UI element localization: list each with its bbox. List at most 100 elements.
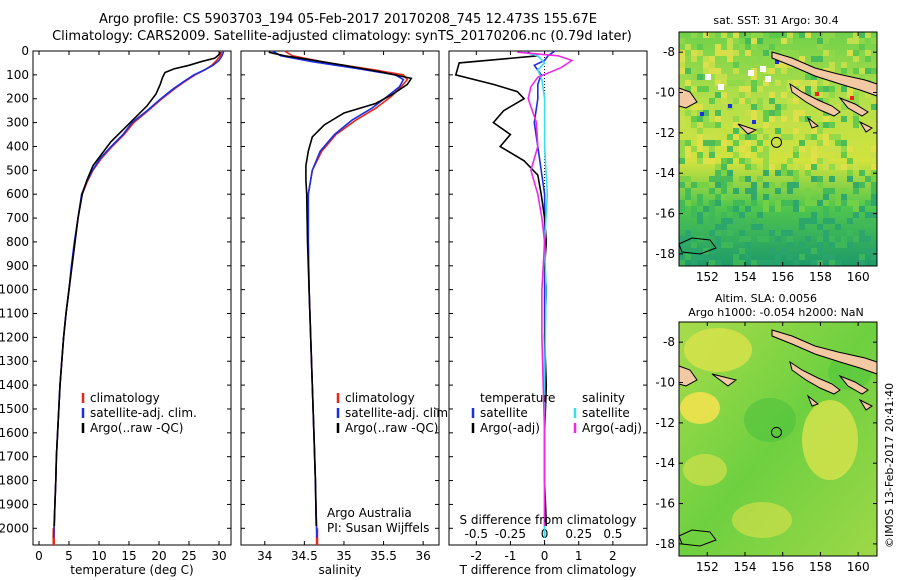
sst-pixel [799, 32, 805, 38]
sst-pixel [733, 260, 739, 266]
sst-pixel [715, 260, 721, 266]
sst-pixel [703, 248, 709, 254]
sla-blob-5 [680, 392, 720, 424]
sst-pixel [751, 86, 757, 92]
sst-pixel [709, 158, 715, 164]
salinity-panel: 34 34.5 35 35.5 36 salinity climatologysatel… [240, 50, 452, 577]
sst-pixel [769, 224, 775, 230]
sla-map-subtitle: Argo h1000: -0.054 h2000: NaN [688, 306, 864, 319]
sst-pixel [739, 176, 745, 182]
sst-pixel [745, 98, 751, 104]
sst-pixel [793, 56, 799, 62]
sst-pixel [781, 68, 787, 74]
sst-pixel [679, 236, 685, 242]
sst-pixel [793, 182, 799, 188]
sst-pixel [691, 206, 697, 212]
sst-pixel [823, 32, 829, 38]
sst-pixel [757, 260, 763, 266]
sst-pixel [871, 122, 877, 128]
sst-pixel [679, 116, 685, 122]
sst-pixel [823, 218, 829, 224]
sst-pixel [787, 188, 793, 194]
x-tick-label: 25 [181, 549, 196, 563]
sst-pixel [727, 206, 733, 212]
x-tick-label: 36 [416, 549, 431, 563]
sst-pixel [817, 248, 823, 254]
sst-pixel [697, 50, 703, 56]
sst-pixel [703, 182, 709, 188]
sst-pixel [835, 134, 841, 140]
sst-pixel [811, 128, 817, 134]
sst-pixel [841, 164, 847, 170]
sst-pixel [721, 212, 727, 218]
x-tick-label: 35.5 [370, 549, 397, 563]
sla-blob-6 [744, 398, 796, 442]
sst-pixel [733, 188, 739, 194]
sst-pixel [697, 212, 703, 218]
sla-coast-solomon [789, 360, 841, 395]
x-tick-label: 2 [609, 549, 617, 563]
sst-pixel [739, 68, 745, 74]
sst-pixel [859, 206, 865, 212]
sst-pixel [841, 104, 847, 110]
sst-pixel [733, 146, 739, 152]
sst-pixel [829, 134, 835, 140]
sst-pixel [823, 230, 829, 236]
series-line-argo-raw-qc [268, 51, 413, 526]
y-tick-label: 1700 [0, 450, 29, 464]
sst-pixel [703, 206, 709, 212]
sst-pixel [763, 188, 769, 194]
sst-pixel [859, 230, 865, 236]
sst-pixel [817, 236, 823, 242]
legend-label: Argo(..raw -QC) [345, 421, 438, 435]
sst-pixel [721, 140, 727, 146]
sst-pixel [775, 170, 781, 176]
sst-pixel [709, 134, 715, 140]
sst-pixel [871, 98, 877, 104]
sst-pixel [781, 230, 787, 236]
sst-pixel [763, 56, 769, 62]
sst-pixel [781, 170, 787, 176]
sst-pixel [835, 260, 841, 266]
credit-agency: Argo Australia [327, 506, 412, 520]
sst-pixel [757, 176, 763, 182]
sst-pixel [685, 236, 691, 242]
sst-pixel [853, 236, 859, 242]
sst-pixel [721, 218, 727, 224]
sst-pixel [847, 242, 853, 248]
sst-pixel [871, 176, 877, 182]
sst-pixel [745, 38, 751, 44]
sst-pixel [847, 50, 853, 56]
sst-pixel [817, 242, 823, 248]
lon-tick-label: 154 [734, 270, 757, 284]
sst-pixel [799, 206, 805, 212]
sst-pixel [793, 188, 799, 194]
sst-missing-pixel [705, 74, 711, 80]
sst-pixel [811, 80, 817, 86]
sst-pixel [733, 98, 739, 104]
sst-cold-pixel [700, 112, 704, 116]
sst-pixel [715, 110, 721, 116]
sst-pixel [709, 56, 715, 62]
sst-pixel [871, 146, 877, 152]
lat-tick-label: -18 [655, 247, 675, 261]
sst-pixel [865, 32, 871, 38]
sst-pixel [721, 188, 727, 194]
header-line-2: Climatology: CARS2009. Satellite-adjuste… [52, 29, 632, 44]
sst-pixel [865, 200, 871, 206]
y-tick-label: 700 [6, 211, 29, 225]
sst-pixel [787, 38, 793, 44]
t-difference-axis-label: T difference from climatology [459, 563, 637, 577]
sst-pixel [859, 170, 865, 176]
sst-pixel [793, 80, 799, 86]
sst-pixel [685, 56, 691, 62]
sst-pixel [751, 110, 757, 116]
x-tick-label: 0 [35, 549, 43, 563]
sst-pixel [865, 50, 871, 56]
sst-pixel [847, 158, 853, 164]
sst-pixel [793, 116, 799, 122]
sst-pixel [841, 146, 847, 152]
sst-pixel [739, 80, 745, 86]
sst-pixel [685, 152, 691, 158]
